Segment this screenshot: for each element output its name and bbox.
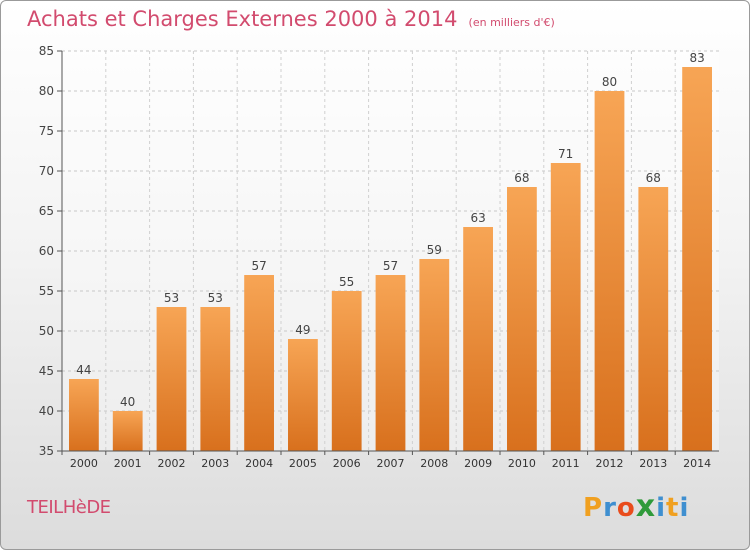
data-label: 83 bbox=[689, 51, 704, 65]
y-tick-label: 35 bbox=[39, 444, 54, 458]
x-tick-label: 2014 bbox=[683, 457, 711, 470]
bar bbox=[594, 91, 625, 451]
y-tick-label: 40 bbox=[39, 404, 54, 418]
y-tick-label: 55 bbox=[39, 284, 54, 298]
title-row: Achats et Charges Externes 2000 à 2014 (… bbox=[27, 7, 555, 31]
bar bbox=[244, 275, 274, 451]
bar bbox=[638, 187, 669, 451]
logo-letter: r bbox=[603, 493, 617, 523]
data-label: 53 bbox=[208, 291, 223, 305]
y-tick-label: 60 bbox=[39, 244, 54, 258]
y-tick-label: 45 bbox=[39, 364, 54, 378]
data-label: 49 bbox=[295, 323, 310, 337]
commune-name: TEILHèDE bbox=[27, 497, 111, 518]
data-label: 57 bbox=[251, 259, 266, 273]
chart-subtitle: (en milliers d'€) bbox=[468, 16, 555, 29]
y-tick-label: 75 bbox=[39, 124, 54, 138]
bar bbox=[682, 67, 712, 451]
x-tick-label: 2002 bbox=[158, 457, 186, 470]
logo-letter: i bbox=[679, 493, 690, 523]
data-label: 68 bbox=[514, 171, 529, 185]
y-tick-label: 50 bbox=[39, 324, 54, 338]
data-label: 80 bbox=[602, 75, 617, 89]
logo-letter: t bbox=[666, 493, 680, 523]
bar bbox=[156, 307, 187, 451]
data-label: 55 bbox=[339, 275, 354, 289]
axis-layer: 35 40 45 50 55 60 65 70 75 80 85 2000 2001 2002 2003 20… bbox=[39, 44, 719, 470]
chart-title: Achats et Charges Externes 2000 à 2014 bbox=[27, 7, 458, 31]
y-tick-label: 85 bbox=[39, 44, 54, 58]
y-tick-label: 70 bbox=[39, 164, 54, 178]
logo-letter: i bbox=[656, 493, 667, 523]
y-tick-label: 65 bbox=[39, 204, 54, 218]
data-label: 44 bbox=[76, 363, 91, 377]
data-label: 63 bbox=[470, 211, 485, 225]
x-tick-label: 2006 bbox=[333, 457, 361, 470]
bar bbox=[463, 227, 493, 451]
bar-layer bbox=[69, 67, 712, 451]
bar bbox=[112, 411, 143, 451]
data-label: 71 bbox=[558, 147, 573, 161]
data-label: 57 bbox=[383, 259, 398, 273]
bar bbox=[331, 291, 362, 451]
proxiti-logo: Proxiti bbox=[583, 489, 689, 524]
x-tick-label: 2007 bbox=[377, 457, 405, 470]
bar bbox=[419, 259, 450, 451]
x-tick-label: 2010 bbox=[508, 457, 536, 470]
x-tick-label: 2009 bbox=[464, 457, 492, 470]
y-tick-label: 80 bbox=[39, 84, 54, 98]
data-label: 59 bbox=[427, 243, 442, 257]
data-label: 40 bbox=[120, 395, 135, 409]
label-layer: 44 40 53 53 57 49 55 57 59 63 68 71 80 68 83 bbox=[76, 51, 704, 409]
x-tick-label: 2011 bbox=[552, 457, 580, 470]
logo-letter: x bbox=[635, 489, 657, 524]
bar bbox=[69, 379, 99, 451]
bar bbox=[288, 339, 318, 451]
x-tick-label: 2003 bbox=[201, 457, 229, 470]
data-label: 68 bbox=[646, 171, 661, 185]
bar bbox=[550, 163, 581, 451]
logo-letter: P bbox=[583, 493, 604, 523]
bar bbox=[507, 187, 537, 451]
x-tick-label: 2008 bbox=[420, 457, 448, 470]
x-tick-label: 2012 bbox=[596, 457, 624, 470]
data-label: 53 bbox=[164, 291, 179, 305]
x-tick-label: 2013 bbox=[639, 457, 667, 470]
logo-letter: o bbox=[616, 493, 636, 523]
bar bbox=[375, 275, 406, 451]
x-tick-label: 2001 bbox=[114, 457, 142, 470]
x-tick-label: 2005 bbox=[289, 457, 317, 470]
x-tick-label: 2000 bbox=[70, 457, 98, 470]
bar bbox=[200, 307, 231, 451]
x-tick-label: 2004 bbox=[245, 457, 273, 470]
